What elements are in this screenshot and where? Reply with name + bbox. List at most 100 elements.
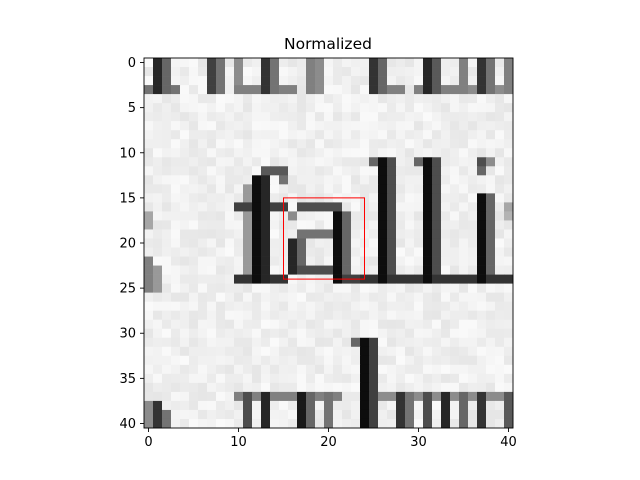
heatmap-cell (189, 409, 199, 420)
heatmap-cell (423, 85, 433, 95)
heatmap-cell (306, 76, 316, 86)
heatmap-cell (459, 238, 469, 248)
heatmap-cell (315, 391, 325, 402)
heatmap-cell (297, 265, 307, 275)
heatmap-cell (450, 328, 460, 339)
heatmap-cell (504, 391, 514, 402)
heatmap-cell (495, 112, 505, 122)
heatmap-cell (252, 175, 262, 185)
heatmap-cell (387, 319, 397, 330)
heatmap-cell (171, 337, 181, 348)
heatmap-cell (225, 157, 235, 167)
heatmap-cell (279, 184, 289, 194)
heatmap-cell (243, 121, 253, 131)
heatmap-cell (351, 94, 361, 104)
heatmap-cell (243, 130, 253, 140)
heatmap-cell (333, 391, 343, 402)
heatmap-cell (405, 112, 415, 122)
heatmap-cell (459, 193, 469, 203)
heatmap-cell (207, 85, 217, 95)
heatmap-cell (333, 157, 343, 167)
heatmap-cell (342, 103, 352, 113)
heatmap-cell (153, 121, 163, 131)
heatmap-cell (477, 58, 487, 68)
heatmap-cell (153, 382, 163, 393)
heatmap-cell (315, 364, 325, 375)
heatmap-cell (297, 382, 307, 393)
heatmap-cell (369, 310, 379, 321)
heatmap-cell (207, 220, 217, 230)
heatmap-cell (315, 85, 325, 95)
heatmap-cell (252, 247, 262, 257)
heatmap-cell (342, 328, 352, 339)
heatmap-cell (252, 229, 262, 239)
heatmap-cell (351, 364, 361, 375)
heatmap-cell (396, 67, 406, 77)
heatmap-cell (324, 112, 334, 122)
heatmap-cell (180, 58, 190, 68)
heatmap-cell (162, 184, 172, 194)
heatmap-cell (198, 292, 208, 302)
heatmap-cell (342, 76, 352, 86)
heatmap-cell (153, 373, 163, 384)
heatmap-cell (324, 175, 334, 185)
heatmap-cell (189, 148, 199, 158)
heatmap-cell (360, 391, 370, 402)
heatmap-cell (270, 391, 280, 402)
heatmap-cell (333, 355, 343, 366)
heatmap-cell (450, 148, 460, 158)
heatmap-cell (243, 148, 253, 158)
heatmap-cell (468, 166, 478, 176)
heatmap-cell (279, 166, 289, 176)
heatmap-cell (243, 283, 253, 293)
heatmap-cell (234, 409, 244, 420)
heatmap-cell (387, 256, 397, 266)
heatmap-cell (423, 265, 433, 275)
heatmap-cell (396, 238, 406, 248)
heatmap-cell (288, 301, 298, 312)
heatmap-cell (261, 355, 271, 366)
heatmap-cell (378, 130, 388, 140)
heatmap-cell (198, 319, 208, 330)
heatmap-cell (450, 166, 460, 176)
heatmap-cell (360, 337, 370, 348)
heatmap-cell (207, 130, 217, 140)
heatmap-cell (144, 247, 154, 257)
heatmap-cell (198, 400, 208, 411)
heatmap-cell (180, 166, 190, 176)
heatmap-cell (369, 175, 379, 185)
heatmap-cell (315, 103, 325, 113)
heatmap-cell (414, 103, 424, 113)
heatmap-cell (450, 310, 460, 321)
heatmap-cell (270, 364, 280, 375)
heatmap-cell (504, 364, 514, 375)
heatmap-cell (297, 238, 307, 248)
heatmap-cell (495, 139, 505, 149)
heatmap-cell (198, 148, 208, 158)
heatmap-cell (396, 184, 406, 194)
heatmap-cell (252, 274, 262, 284)
heatmap-cell (432, 202, 442, 212)
x-tick-label: 20 (320, 435, 337, 450)
heatmap-cell (459, 211, 469, 221)
heatmap-cell (279, 148, 289, 158)
heatmap-cell (171, 364, 181, 375)
heatmap-cell (351, 265, 361, 275)
heatmap-cell (144, 409, 154, 420)
heatmap-cell (369, 202, 379, 212)
chart-title: Normalized (284, 35, 372, 53)
heatmap-cell (261, 319, 271, 330)
heatmap-cell (396, 373, 406, 384)
heatmap-cell (225, 319, 235, 330)
heatmap-cell (351, 76, 361, 86)
y-tick-label: 35 (119, 372, 136, 387)
heatmap-cell (198, 103, 208, 113)
heatmap-cell (504, 175, 514, 185)
heatmap-cell (342, 112, 352, 122)
heatmap-cell (315, 229, 325, 239)
heatmap-cell (342, 220, 352, 230)
heatmap-cell (279, 328, 289, 339)
heatmap-cell (369, 364, 379, 375)
heatmap-cell (486, 391, 496, 402)
heatmap-cell (405, 274, 415, 284)
